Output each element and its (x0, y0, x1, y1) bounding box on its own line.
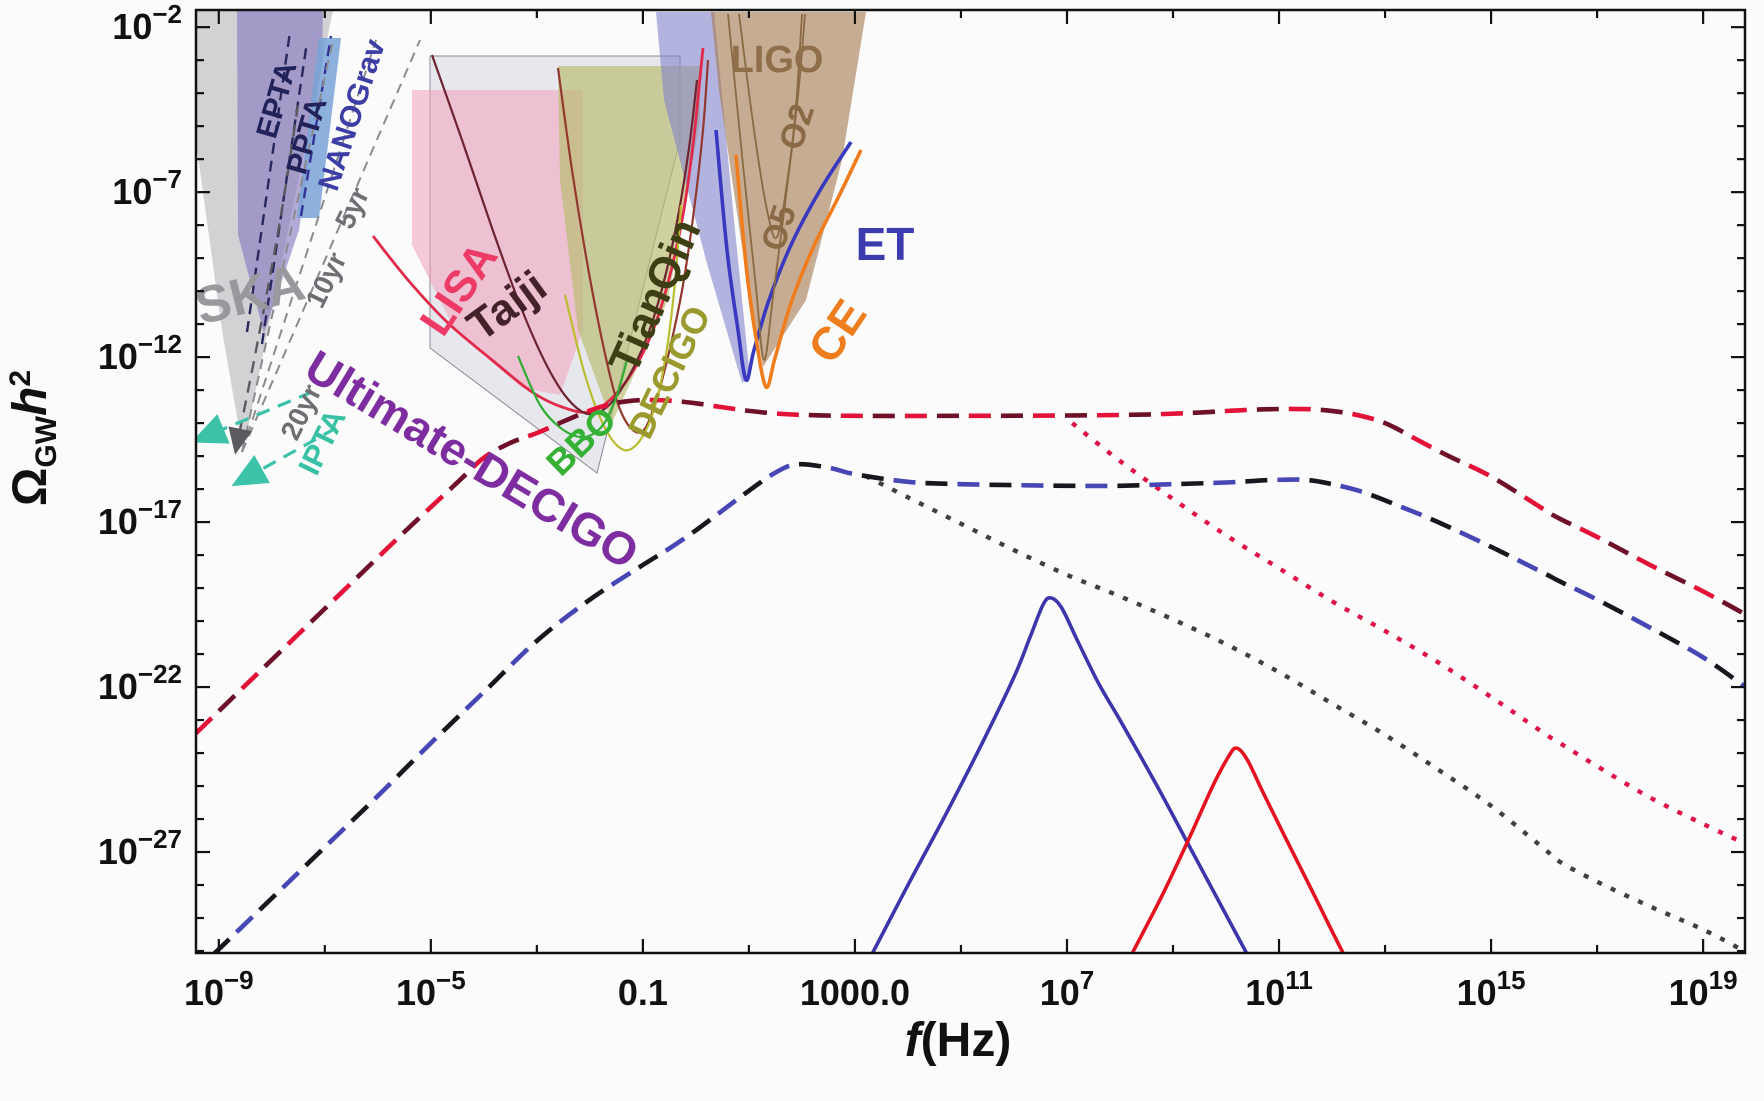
tianqin-curve (556, 59, 710, 434)
y-tick-label: 10−17 (98, 494, 182, 542)
bbo-curve (516, 355, 629, 439)
axis-ticks (196, 10, 1745, 953)
et-curve (714, 129, 853, 383)
ska-arrow-line (228, 104, 300, 455)
label-ligo: LIGO (731, 39, 824, 81)
ce-curve (734, 149, 863, 390)
ligo-o2-curve (738, 13, 803, 240)
label-et: ET (856, 218, 915, 270)
x-tick-label: 1011 (1245, 965, 1313, 1013)
curve-bm1-alt (211, 461, 1745, 953)
x-axis-title: f(Hz) (905, 1014, 1012, 1067)
decigo-curve (563, 204, 683, 452)
x-tick-label: 1019 (1669, 965, 1738, 1013)
plot-frame (194, 8, 1747, 955)
y-tick-label: 10−12 (98, 329, 182, 377)
ipta-arrow-2 (231, 426, 337, 487)
tick-labels: 10−9 10−5 0.1 1000.0 107 1011 1015 1019 10−2 10−7… (98, 0, 1738, 1013)
x-tick-label: 1015 (1457, 965, 1526, 1013)
frame-rect (194, 8, 1747, 955)
detector-curves (196, 13, 863, 487)
curve-bm1 (211, 461, 1745, 953)
y-tick-label: 10−22 (98, 659, 182, 707)
x-tick-label: 10−5 (396, 965, 466, 1013)
epta-line (245, 31, 292, 333)
nanograv-line (299, 35, 333, 217)
x-tick-label: 1000.0 (800, 972, 910, 1013)
lisa-curve (371, 47, 705, 414)
curve-bm2-peak (1130, 746, 1346, 953)
ipta-arrow-1 (196, 390, 313, 444)
curve-bm2-component-dotted (1070, 421, 1745, 846)
curve-bm1-component-dotted (864, 473, 1743, 952)
x-tick-label: 10−9 (184, 965, 254, 1013)
y-axis-title: ΩGWh2 (4, 370, 63, 506)
ska-20yr-line (241, 39, 334, 453)
data-series (196, 397, 1745, 953)
x-tick-label: 107 (1040, 965, 1095, 1013)
y-tick-label: 10−2 (112, 0, 182, 47)
y-tick-label: 10−7 (112, 164, 182, 212)
curve-bm2 (196, 397, 1745, 735)
region-tianqin-region (558, 66, 700, 423)
ligo-o5-curve (727, 13, 806, 361)
taiji-curve (430, 54, 699, 416)
curve-bm1-peak (870, 596, 1249, 953)
y-tick-label: 10−27 (98, 824, 182, 872)
x-tick-label: 0.1 (618, 972, 668, 1013)
curve-bm2-alt (196, 397, 1745, 735)
region-ligo-o5-band (656, 12, 750, 383)
ska-10yr-line (241, 39, 377, 453)
ska-5yr-line (241, 39, 421, 453)
